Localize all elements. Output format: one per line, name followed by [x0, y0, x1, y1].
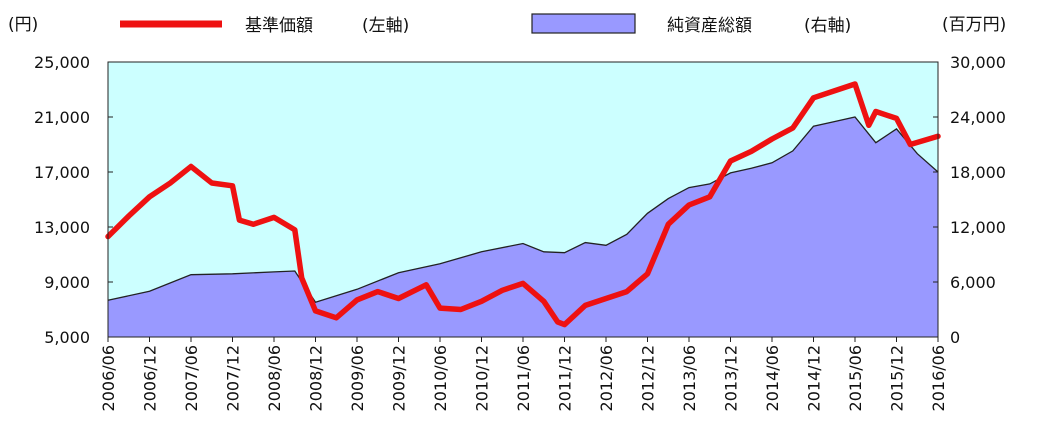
left-axis-unit: (円) — [8, 15, 38, 35]
x-tick-label: 2007/12 — [224, 345, 243, 411]
right-tick-label: 18,000 — [950, 163, 1006, 182]
left-tick-label: 9,000 — [44, 273, 90, 292]
aum-area-edge — [107, 116, 939, 303]
legend-line-axis: (左軸) — [362, 16, 409, 36]
legend: 基準価額 (左軸) 純資産総額 (右軸) — [120, 13, 851, 36]
aum-area — [108, 117, 938, 337]
nav-line — [105, 81, 941, 328]
left-tick-label: 5,000 — [44, 328, 90, 347]
x-tick-label: 2010/12 — [473, 345, 492, 411]
x-tick-label: 2014/12 — [805, 345, 824, 411]
left-tick-label: 25,000 — [34, 53, 90, 72]
x-tick-label: 2009/06 — [348, 345, 367, 411]
right-tick-label: 0 — [950, 328, 960, 347]
x-tick-label: 2009/12 — [390, 345, 409, 411]
x-tick-label: 2015/12 — [888, 345, 907, 411]
right-tick-label: 12,000 — [950, 218, 1006, 237]
right-tick-label: 6,000 — [950, 273, 996, 292]
x-tick-label: 2016/06 — [929, 345, 948, 411]
x-tick-label: 2006/06 — [99, 345, 118, 411]
right-tick-label: 24,000 — [950, 108, 1006, 127]
x-tick-label: 2013/06 — [680, 345, 699, 411]
x-tick-label: 2011/12 — [556, 345, 575, 411]
legend-line-label: 基準価額 — [245, 16, 313, 36]
legend-area-label: 純資産総額 — [667, 16, 752, 36]
left-tick-label: 21,000 — [34, 108, 90, 127]
x-tick-label: 2008/12 — [307, 345, 326, 411]
x-tick-label: 2013/12 — [722, 345, 741, 411]
x-tick-label: 2012/12 — [639, 345, 658, 411]
x-tick-label: 2006/12 — [141, 345, 160, 411]
x-tick-label: 2014/06 — [763, 345, 782, 411]
x-tick-label: 2010/06 — [431, 345, 450, 411]
legend-area-swatch — [531, 13, 636, 34]
right-tick-label: 30,000 — [950, 53, 1006, 72]
left-tick-label: 17,000 — [34, 163, 90, 182]
x-tick-label: 2011/06 — [514, 345, 533, 411]
left-tick-label: 13,000 — [34, 218, 90, 237]
x-tick-label: 2012/06 — [597, 345, 616, 411]
x-tick-label: 2015/06 — [846, 345, 865, 411]
legend-area-axis: (右軸) — [804, 16, 851, 36]
right-axis-unit: (百万円) — [942, 15, 1006, 35]
x-tick-label: 2007/06 — [182, 345, 201, 411]
x-tick-label: 2008/06 — [265, 345, 284, 411]
